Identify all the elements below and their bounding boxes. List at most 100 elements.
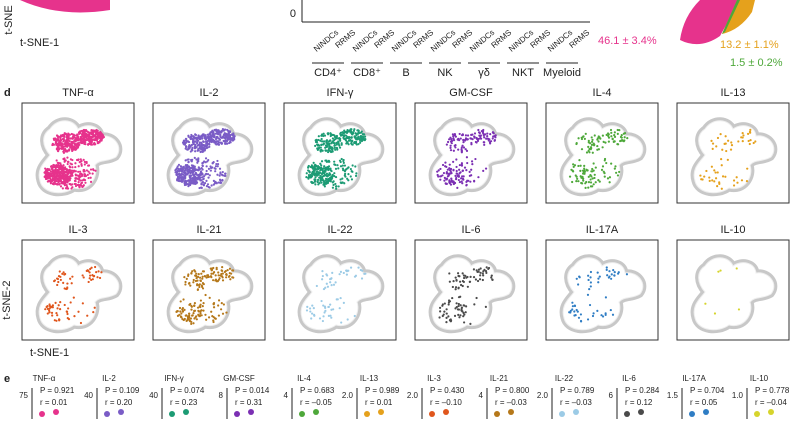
cell-dot <box>95 131 98 135</box>
cell-dot <box>98 276 102 280</box>
cell-dot <box>205 179 208 182</box>
cell-dot <box>325 282 328 285</box>
cell-dot <box>186 148 189 151</box>
cell-dot <box>352 129 356 132</box>
cell-dot <box>58 183 61 186</box>
cell-dot <box>465 305 468 308</box>
cell-dot <box>732 184 736 187</box>
cell-dot <box>589 270 593 274</box>
cell-dot <box>720 187 723 190</box>
cell-dot <box>460 151 463 154</box>
cell-dot <box>69 169 72 172</box>
cell-dot <box>206 183 210 186</box>
cell-dot <box>70 132 73 136</box>
cell-dot <box>613 131 616 134</box>
cell-dot <box>331 148 334 151</box>
cell-dot <box>175 173 178 176</box>
cell-dot <box>196 275 200 278</box>
cytokine-name: IFN-γ <box>164 374 184 383</box>
cell-dot <box>56 137 60 141</box>
cell-dot <box>452 169 455 172</box>
cell-dot <box>94 169 97 172</box>
tsne-map <box>563 121 643 193</box>
cell-dot <box>323 311 326 314</box>
cell-dot <box>475 141 478 144</box>
cell-dot <box>72 133 75 136</box>
cell-dot <box>345 269 348 272</box>
cell-dot <box>328 178 331 181</box>
cell-dot <box>462 315 465 318</box>
cell-dot <box>347 143 350 146</box>
cell-dot <box>353 275 357 278</box>
cell-dot <box>182 298 185 301</box>
pie-slice <box>680 0 740 45</box>
r-value: r = 0.12 <box>625 398 653 407</box>
cell-dot <box>465 156 469 159</box>
cell-dot <box>80 172 83 175</box>
cell-dot <box>91 172 94 175</box>
cell-dot <box>316 143 320 146</box>
cell-dot <box>51 171 54 174</box>
cell-dot <box>324 146 327 149</box>
cell-dot <box>749 139 752 142</box>
cell-dot <box>460 309 463 312</box>
cell-dot <box>184 145 188 149</box>
cell-dot <box>181 318 184 321</box>
cell-dot <box>446 172 450 175</box>
cell-dot <box>439 178 442 181</box>
cell-dot <box>310 317 313 320</box>
panel-title: IL-10 <box>720 224 745 236</box>
cell-dot <box>449 149 453 152</box>
cell-dot <box>329 168 332 172</box>
cell-dot <box>587 149 590 152</box>
cell-dot <box>49 170 52 173</box>
y-tick-label: 0 <box>290 8 296 20</box>
cell-dot <box>585 168 588 171</box>
cell-dot <box>331 173 334 177</box>
cell-dot <box>53 165 56 168</box>
top-strip: t-SNE t-SNE-1 0 NINDCsRRMSCD4⁺NINDCsRRMS… <box>3 0 783 79</box>
cell-dot <box>307 165 310 168</box>
cell-dot <box>84 134 87 138</box>
sample-dot <box>378 409 384 415</box>
cell-dot <box>87 170 90 173</box>
cell-dot <box>50 173 53 176</box>
cell-dot <box>445 182 448 185</box>
cell-dot <box>471 138 474 141</box>
cell-dot <box>311 181 314 185</box>
cell-dot <box>454 288 457 291</box>
cell-dot <box>203 182 207 185</box>
cell-dot <box>77 145 80 148</box>
cell-dot <box>232 137 235 141</box>
cell-dot <box>478 134 481 137</box>
cell-dot <box>451 285 454 289</box>
cell-dot <box>217 299 221 302</box>
cell-dot <box>199 279 202 282</box>
cell-dot <box>444 161 447 164</box>
cell-dot <box>318 317 322 320</box>
cell-dot <box>51 314 54 317</box>
tsne-inner <box>431 120 513 194</box>
cell-dot <box>96 276 99 279</box>
cell-dot <box>577 164 580 168</box>
cell-dot <box>345 136 349 140</box>
cell-dot <box>604 296 608 299</box>
cell-dot <box>327 165 331 168</box>
cell-dot <box>623 132 627 135</box>
cell-dot <box>719 269 722 272</box>
group-label: NKT <box>512 67 534 79</box>
cell-dot <box>352 131 355 134</box>
cell-dot <box>58 173 61 177</box>
cell-dot <box>179 165 182 168</box>
cell-dot <box>445 321 448 324</box>
cell-dot <box>66 149 69 152</box>
cell-dot <box>46 167 49 171</box>
y-tick-label: 6 <box>609 391 614 400</box>
cell-dot <box>340 143 343 146</box>
cell-dot <box>748 130 752 133</box>
cell-dot <box>76 133 79 136</box>
cell-dot <box>91 278 94 281</box>
cell-dot <box>89 131 92 134</box>
cell-dot <box>329 314 332 317</box>
cell-dot <box>83 179 87 182</box>
